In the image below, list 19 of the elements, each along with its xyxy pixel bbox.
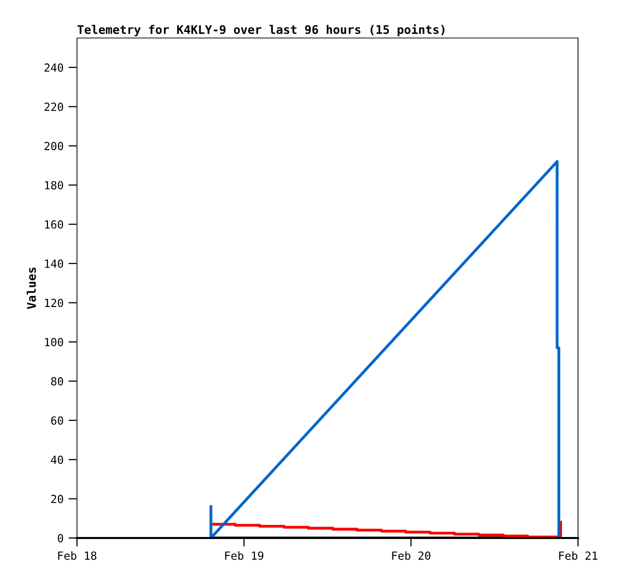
y-tick-label: 80 bbox=[51, 377, 64, 386]
y-axis-title: Values bbox=[26, 268, 36, 309]
y-tick-label: 200 bbox=[44, 142, 64, 150]
y-tick-label: 60 bbox=[51, 416, 64, 425]
x-tick-label: Feb 20 bbox=[392, 551, 430, 560]
x-tick-label: Feb 19 bbox=[225, 551, 264, 560]
y-tick-label: 240 bbox=[44, 63, 64, 72]
y-tick-label: 220 bbox=[44, 102, 64, 112]
y-tick-label: 20 bbox=[51, 494, 64, 504]
x-tick-label: Feb 18 bbox=[58, 551, 96, 560]
y-tick-label: 0 bbox=[58, 534, 64, 542]
y-tick-label: 180 bbox=[45, 181, 64, 190]
y-tick-label: 120 bbox=[45, 298, 64, 308]
y-tick-label: 140 bbox=[45, 259, 64, 268]
y-tick-label: 100 bbox=[45, 338, 64, 346]
x-tick-label: Feb 21 bbox=[559, 551, 598, 560]
y-tick-label: 160 bbox=[45, 220, 64, 229]
y-tick-label: 40 bbox=[50, 456, 64, 464]
chart-title: Telemetry for K4KLY-9 over last 96 hours (15 points) bbox=[78, 24, 444, 36]
